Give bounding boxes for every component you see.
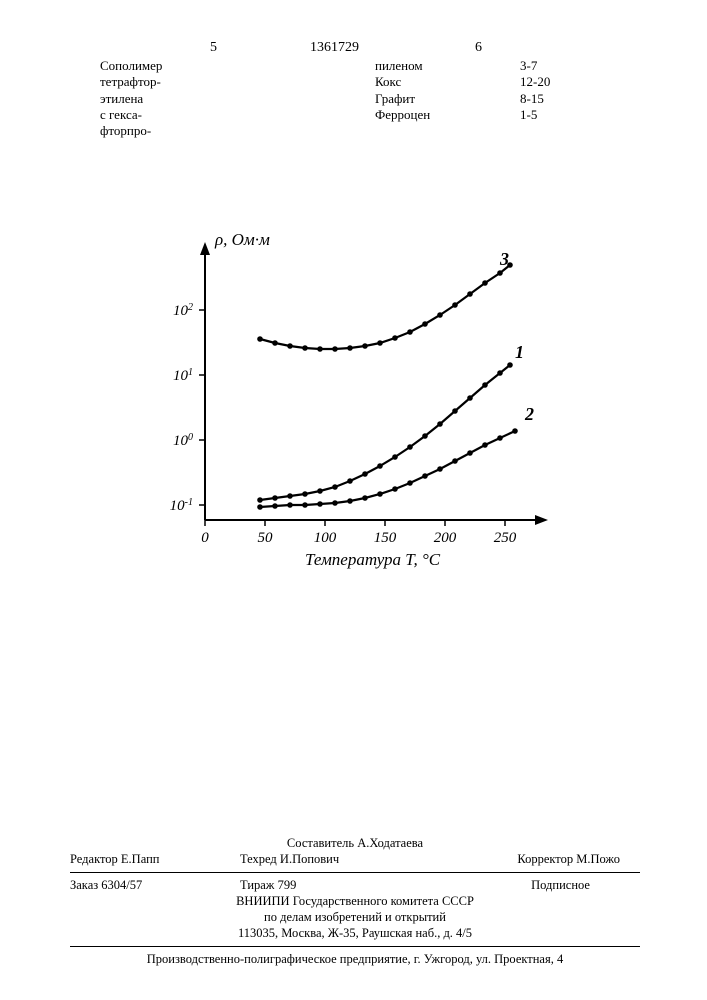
org-line-2: по делам изобретений и открытий [70, 909, 640, 925]
page-number-left: 5 [210, 40, 217, 56]
right-column-labels: пиленомКоксГрафитФерроцен [375, 58, 430, 123]
svg-text:100: 100 [314, 530, 337, 546]
page-number-right: 6 [475, 40, 482, 56]
tirage-label: Тираж 799 [240, 877, 390, 893]
techred-label: Техред И.Попович [240, 851, 440, 867]
right-column-values: 3-712-208-151-5 [520, 58, 550, 123]
svg-text:3: 3 [499, 249, 509, 269]
svg-text:101: 101 [173, 367, 193, 385]
divider-1 [70, 872, 640, 873]
chart-svg: ρ, Ом·м Температура T, °С 10-1 100 101 102 0 50… [145, 225, 565, 595]
address-line: 113035, Москва, Ж-35, Раушская наб., д. … [70, 925, 640, 941]
corrector-label: Корректор М.Пожо [440, 851, 620, 867]
svg-text:200: 200 [434, 530, 457, 546]
svg-text:100: 100 [173, 432, 193, 450]
patent-number: 1361729 [310, 40, 359, 56]
footer-block: Составитель А.Ходатаева Редактор Е.Папп … [70, 835, 640, 967]
svg-text:Температура T, °С: Температура T, °С [305, 550, 441, 569]
svg-text:102: 102 [173, 302, 193, 320]
left-column-text: Сополимертетрафтор-этиленас гекса-фторпр… [100, 58, 162, 139]
svg-text:150: 150 [374, 530, 397, 546]
compiler-line: Составитель А.Ходатаева [70, 835, 640, 851]
svg-text:2: 2 [524, 404, 534, 424]
divider-2 [70, 946, 640, 947]
resistivity-chart: ρ, Ом·м Температура T, °С 10-1 100 101 102 0 50… [145, 225, 565, 595]
order-label: Заказ 6304/57 [70, 877, 240, 893]
org-line-1: ВНИИПИ Государственного комитета СССР [70, 893, 640, 909]
podpisnoe-label: Подписное [390, 877, 590, 893]
svg-text:1: 1 [515, 342, 524, 362]
editor-label: Редактор Е.Папп [70, 851, 240, 867]
printer-line: Производственно-полиграфическое предприя… [70, 951, 640, 967]
svg-text:250: 250 [494, 530, 517, 546]
svg-text:50: 50 [258, 530, 274, 546]
svg-text:10-1: 10-1 [170, 497, 193, 515]
svg-text:ρ, Ом·м: ρ, Ом·м [214, 230, 270, 249]
svg-text:0: 0 [201, 530, 209, 546]
